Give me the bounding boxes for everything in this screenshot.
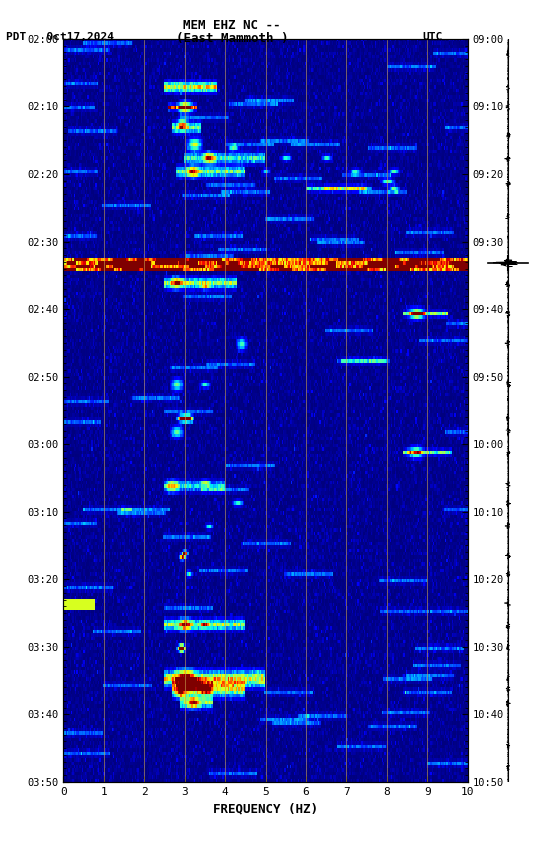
Text: (East Mammoth ): (East Mammoth ): [176, 32, 288, 45]
Text: PDT   Oct17,2024: PDT Oct17,2024: [6, 32, 114, 42]
X-axis label: FREQUENCY (HZ): FREQUENCY (HZ): [213, 803, 318, 816]
Text: UTC: UTC: [422, 32, 443, 42]
Text: MEM EHZ NC --: MEM EHZ NC --: [183, 19, 280, 32]
